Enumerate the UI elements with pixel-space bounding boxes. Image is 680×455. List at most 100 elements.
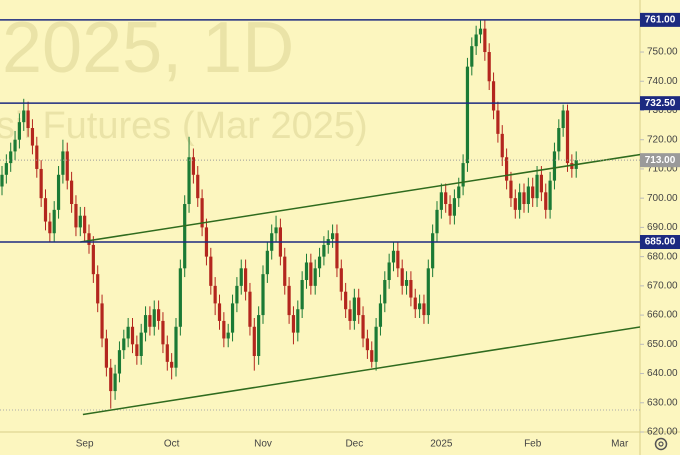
x-tick-label: 2025 [430, 439, 453, 450]
plot-area [0, 19, 640, 416]
candle-body [331, 233, 335, 240]
candle-body [39, 168, 43, 199]
candle-body [422, 303, 426, 316]
y-tick-label: 680.00 [647, 251, 678, 262]
candle-body [161, 320, 165, 345]
candle-body [222, 320, 226, 339]
x-tick-label: Feb [524, 439, 542, 450]
gear-hub[interactable] [658, 441, 664, 447]
x-tick-label: Dec [345, 439, 363, 450]
candle-body [557, 128, 561, 152]
candle-body [244, 268, 248, 292]
candle-body [491, 81, 496, 111]
candle-body [570, 163, 574, 169]
x-tick-label: Sep [76, 439, 94, 450]
y-tick-label: 720.00 [647, 134, 678, 145]
candle-body [452, 198, 456, 216]
candle-body [61, 151, 65, 175]
candle-body [522, 192, 526, 205]
candle-body [35, 145, 39, 169]
candle-body [104, 338, 108, 368]
candle-body [396, 250, 400, 269]
candle-body [404, 280, 409, 286]
candle-body [309, 262, 313, 286]
candle-body [26, 110, 30, 129]
candle-body [257, 315, 261, 357]
level-tag [640, 235, 680, 250]
y-tick-label: 660.00 [647, 310, 678, 321]
candle-body [474, 34, 478, 47]
candle-body [565, 110, 570, 164]
candle-body [296, 309, 300, 333]
candle-body [300, 280, 304, 310]
trendline [80, 153, 640, 243]
candle-body [444, 192, 448, 205]
candle-body [426, 268, 430, 316]
watermark-subtitle: sil Futures (Mar 2025) [0, 105, 368, 147]
y-tick-label: 670.00 [647, 280, 678, 291]
candle-body [435, 209, 439, 234]
candle-body [322, 244, 326, 257]
candle-body [317, 256, 322, 269]
candle-body [505, 157, 509, 181]
candle-body [418, 303, 422, 310]
candle-body [65, 151, 69, 181]
candle-body [509, 180, 513, 199]
candle-body [291, 315, 296, 333]
candle-body [117, 350, 122, 374]
candle-body [113, 373, 117, 392]
candle-body [261, 274, 265, 316]
candle-body [43, 198, 48, 222]
y-tick-label: 650.00 [647, 339, 678, 350]
candle-body [535, 174, 539, 199]
candle-body [83, 215, 87, 234]
candle-body [87, 233, 91, 245]
level-label: 761.00 [645, 15, 676, 26]
candle-body [513, 198, 517, 210]
candle-body [226, 332, 230, 339]
candle-body [496, 110, 500, 134]
candle-body [348, 309, 352, 321]
candle-body [183, 204, 187, 269]
candle-body [552, 151, 557, 181]
candle-body [52, 209, 56, 234]
candle-body [383, 280, 387, 304]
candle-body [409, 280, 413, 298]
candle-body [470, 46, 474, 67]
candle-body [187, 157, 191, 205]
level-tag [640, 96, 680, 111]
candle-body [374, 326, 378, 362]
candle-body [143, 315, 148, 333]
candle-body [252, 326, 256, 357]
candle-body [152, 309, 156, 327]
candle-body [213, 285, 217, 304]
candle-body [130, 326, 135, 345]
candle-body [78, 215, 82, 228]
candle-body [357, 297, 361, 316]
settings-icon[interactable] [654, 437, 668, 451]
candle-body [500, 133, 504, 158]
candle-body [70, 180, 74, 205]
y-tick-label: 690.00 [647, 222, 678, 233]
candle-body [265, 250, 269, 275]
candle-body [400, 268, 404, 286]
candle-body [518, 192, 522, 210]
candle-body [391, 250, 396, 263]
candle-body [17, 122, 21, 140]
x-tick-label: Mar [611, 439, 629, 450]
candle-body [344, 291, 348, 310]
gear[interactable] [654, 437, 668, 451]
y-tick-label: 640.00 [647, 368, 678, 379]
candle-body [96, 274, 100, 304]
candle-body [239, 268, 243, 286]
candle-body [439, 192, 443, 210]
candle-body [387, 262, 391, 281]
x-tick-label: Nov [254, 439, 272, 450]
candle-body [378, 303, 383, 327]
watermark-title: 2025, 1D [2, 8, 294, 88]
candle-body [191, 157, 195, 175]
candle-body [487, 52, 491, 82]
candle-body [448, 204, 452, 216]
candle-body [217, 303, 222, 321]
candle-body [157, 309, 161, 321]
